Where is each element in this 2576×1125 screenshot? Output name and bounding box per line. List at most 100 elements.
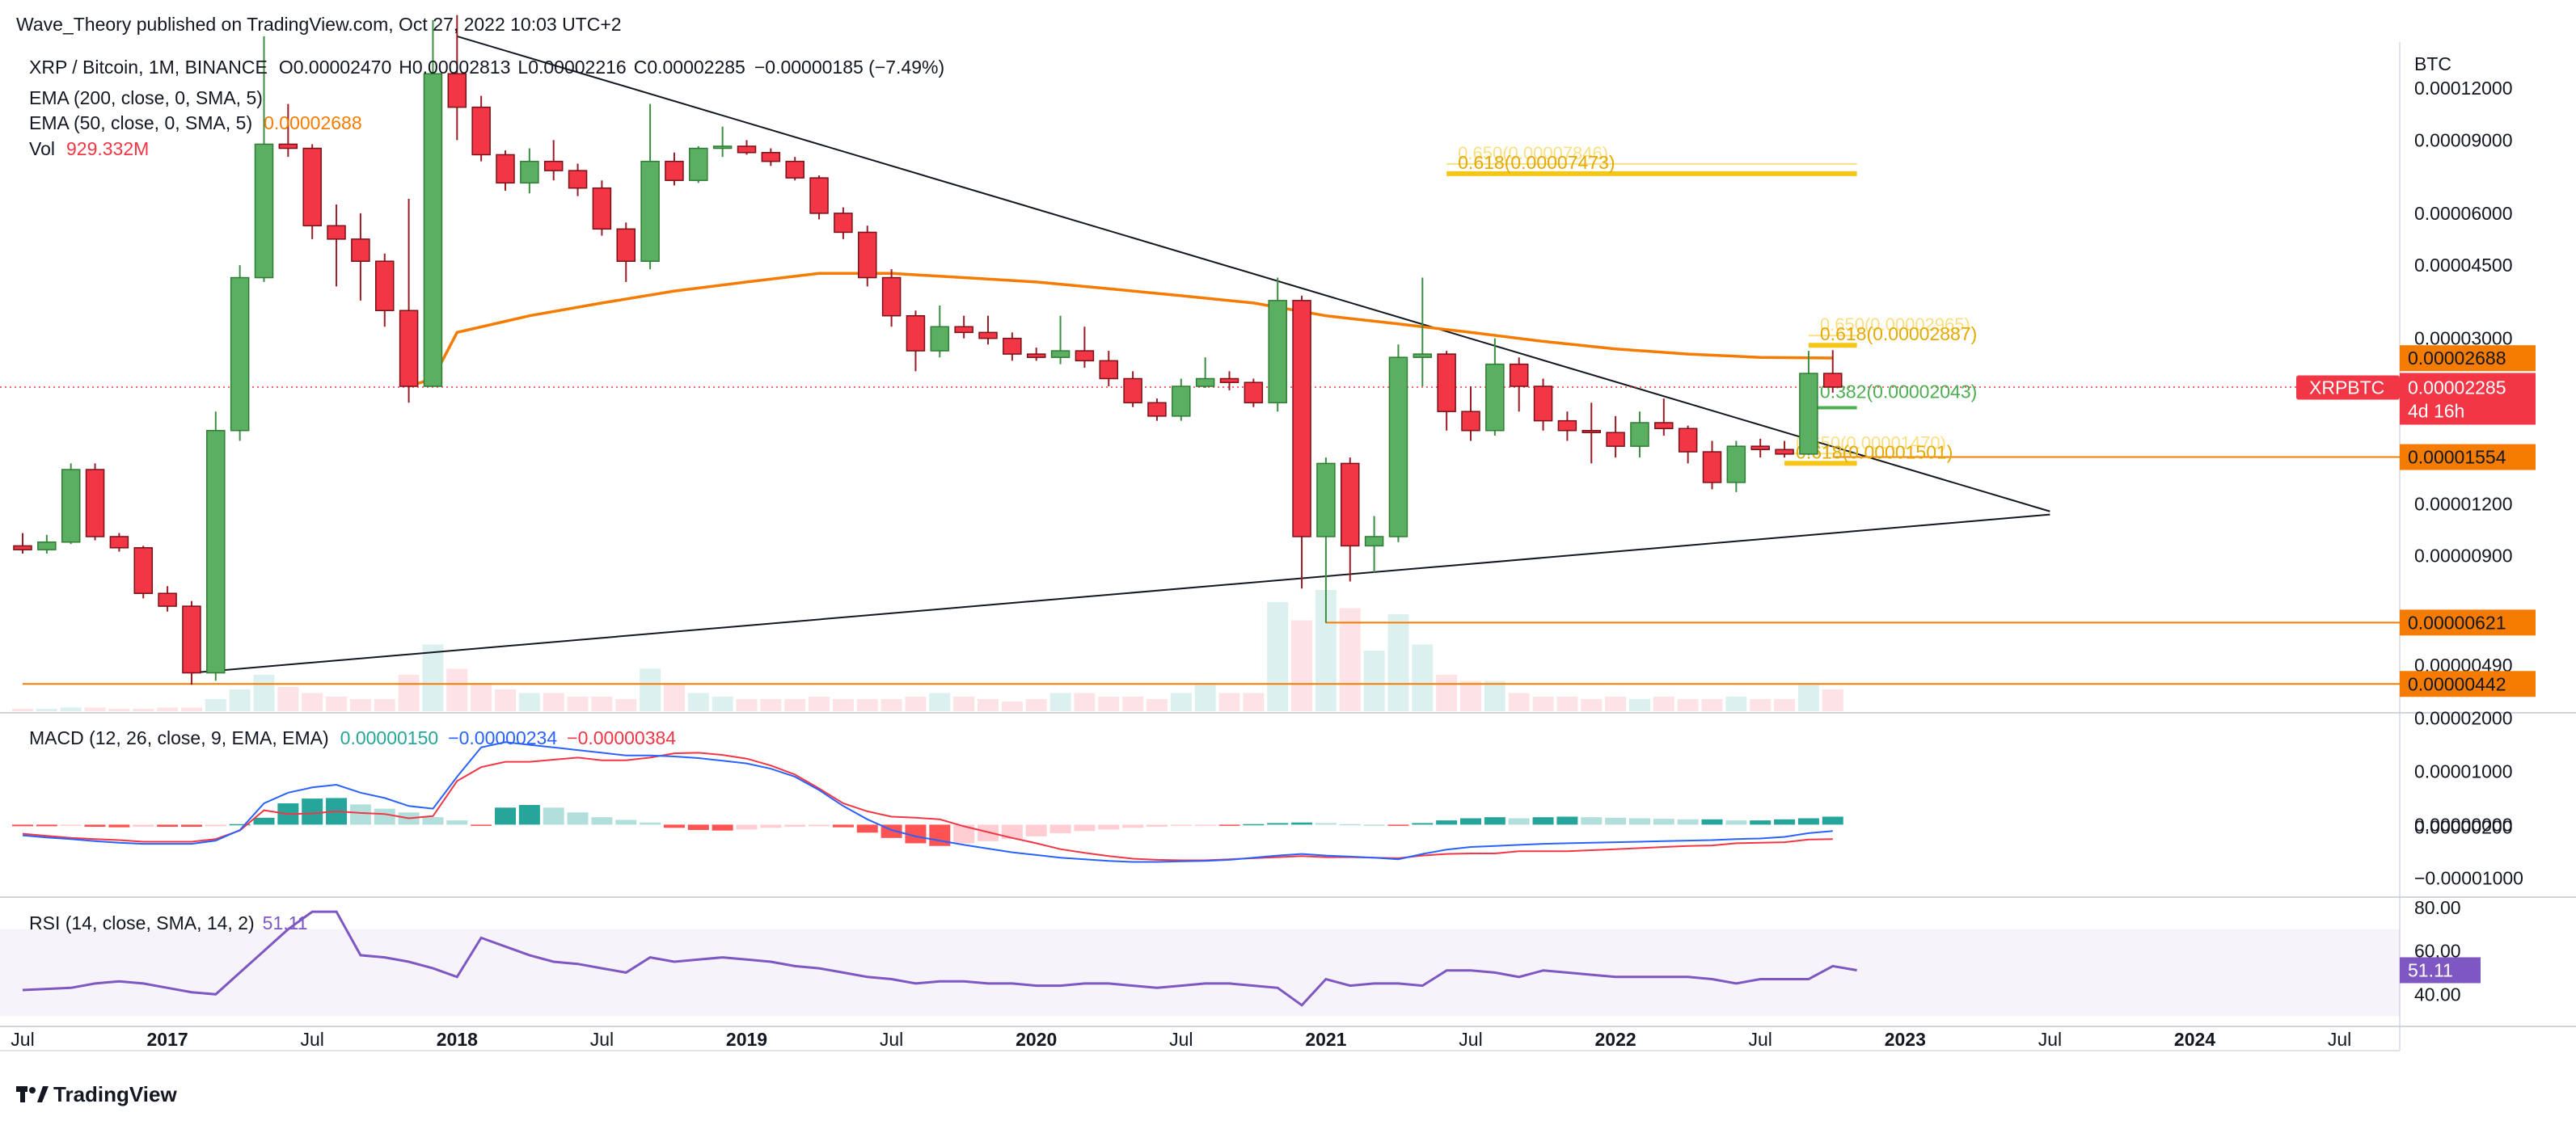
time-axis: Jul 2017 Jul 2018 Jul 2019 Jul 2020 Jul 2021 Jul 20… — [11, 1029, 2351, 1050]
candle-body — [1147, 402, 1167, 417]
macd-histogram-bar — [640, 822, 661, 825]
macd-histogram-bar — [1605, 817, 1627, 825]
candle-body — [447, 73, 467, 108]
macd-histogram-bar — [84, 824, 106, 828]
volume-bar — [832, 699, 854, 711]
legend-macd[interactable]: MACD (12, 26, close, 9, EMA, EMA) 0.00000… — [29, 727, 676, 748]
publisher-line: Wave_Theory published on TradingView.com… — [16, 14, 622, 35]
bar-countdown-label: 4d 16h — [2408, 400, 2464, 421]
volume-bar — [84, 707, 106, 711]
volume-bar — [591, 697, 613, 711]
candle-body — [1388, 356, 1408, 537]
candle-body — [1823, 373, 1843, 388]
legend-ema50[interactable]: EMA (50, close, 0, SMA, 5) 0.00002688 — [29, 112, 362, 133]
macd-histogram-bar — [374, 808, 395, 825]
macd-histogram-bar — [712, 824, 733, 831]
volume-bar — [1001, 702, 1023, 711]
volume-bar — [1581, 699, 1603, 711]
fib-level-label: 0.618(0.00007473) — [1458, 152, 1615, 173]
macd-histogram-bar — [1122, 824, 1144, 828]
time-tick-label: Jul — [2328, 1029, 2351, 1050]
macd-histogram-bar — [1218, 824, 1240, 826]
time-tick-label: Jul — [11, 1029, 34, 1050]
volume-bar — [1628, 699, 1650, 711]
candle-body — [1437, 353, 1456, 412]
volume-bar — [1822, 689, 1843, 711]
candle-body — [761, 152, 781, 162]
candle-body — [375, 260, 395, 312]
candle-body — [1123, 377, 1142, 404]
macd-signal-line — [22, 752, 1833, 862]
price-axis-unit: BTC — [2414, 53, 2451, 74]
macd-histogram-bar — [1822, 816, 1843, 825]
macd-histogram-bar — [953, 824, 975, 844]
macd-histogram-bar — [856, 824, 878, 833]
candle-body — [809, 177, 829, 214]
price-tick-label: 0.00000900 — [2414, 545, 2513, 566]
tradingview-logo[interactable]: TradingView — [16, 1082, 177, 1106]
candle-body — [520, 160, 539, 184]
macd-histogram-bar — [1098, 824, 1120, 830]
macd-histogram-bar — [809, 824, 830, 827]
macd-histogram-bar — [1460, 818, 1481, 825]
macd-histogram-bar — [1267, 823, 1289, 825]
macd-histogram-bar — [1170, 824, 1192, 826]
macd-histogram-bar — [1387, 824, 1409, 826]
time-tick-label: Jul — [1459, 1029, 1482, 1050]
volume-bar — [326, 697, 348, 711]
fib-level-label: 0.618(0.00002887) — [1820, 323, 1977, 344]
fib-ghost-label: 0.650(0.00007846) — [1458, 143, 1608, 163]
candle-body — [1172, 386, 1191, 417]
candle-body — [1557, 419, 1577, 432]
macd-histogram-bar — [205, 824, 226, 827]
volume-bar — [349, 699, 371, 711]
legend-symbol[interactable]: XRP / Bitcoin, 1M, BINANCE O0.00002470 H0.… — [29, 57, 944, 78]
candle-body — [1195, 377, 1215, 387]
symbol-badge — [2296, 375, 2400, 400]
macd-histogram-bar — [832, 824, 854, 828]
time-tick-label: 2024 — [2174, 1029, 2215, 1050]
candle-body — [302, 147, 322, 227]
volume-bar — [471, 685, 492, 711]
candle-body — [1219, 377, 1239, 383]
legend-rsi[interactable]: RSI (14, close, SMA, 14, 2) 51.11 — [29, 912, 308, 933]
candle-body — [543, 160, 564, 171]
legend-volume[interactable]: Vol 929.332M — [29, 138, 149, 159]
candle-body — [1099, 360, 1118, 380]
rsi-background-band — [0, 929, 2400, 1017]
candle-body — [206, 429, 226, 674]
symbol-badge-label: XRPBTC — [2309, 377, 2384, 398]
volume-bar — [880, 699, 902, 711]
volume-bar — [1122, 697, 1144, 711]
candle-body — [592, 187, 612, 230]
trendline-descending-resistance — [457, 35, 2050, 512]
candle-body — [423, 73, 443, 387]
fib-level-band — [1446, 171, 1857, 176]
volume-bar — [1049, 693, 1071, 711]
volume-bar — [108, 709, 130, 711]
candle-body — [1026, 353, 1046, 358]
legend-ema200[interactable]: EMA (200, close, 0, SMA, 5) — [29, 87, 263, 108]
candle-body — [182, 605, 201, 674]
volume-bar — [1194, 685, 1216, 711]
volume-bar — [518, 693, 540, 711]
time-tick-label: Jul — [590, 1029, 614, 1050]
volume-bar — [1556, 697, 1578, 711]
volume-bar — [929, 693, 951, 711]
candle-body — [1654, 422, 1674, 430]
candle-body — [351, 238, 370, 262]
macd-histogram-bar — [1750, 820, 1772, 825]
candle-body — [37, 541, 57, 550]
macd-histogram-bar — [471, 824, 492, 826]
candle-body — [906, 314, 926, 352]
rsi-value-label: 51.11 — [2408, 959, 2453, 980]
candle-body — [1413, 353, 1433, 358]
candle-body — [1316, 462, 1336, 537]
macd-pane: 0.00002000 0.00001000 0.00000000 −0.0000100… — [12, 708, 2523, 888]
candle-body — [399, 310, 419, 387]
volume-bar — [567, 697, 589, 711]
time-tick-label: Jul — [880, 1029, 903, 1050]
candle-body — [230, 276, 250, 432]
fib-ghost-label: 0.650(0.00001470) — [1796, 432, 1946, 453]
macd-histogram-bar — [108, 824, 130, 828]
